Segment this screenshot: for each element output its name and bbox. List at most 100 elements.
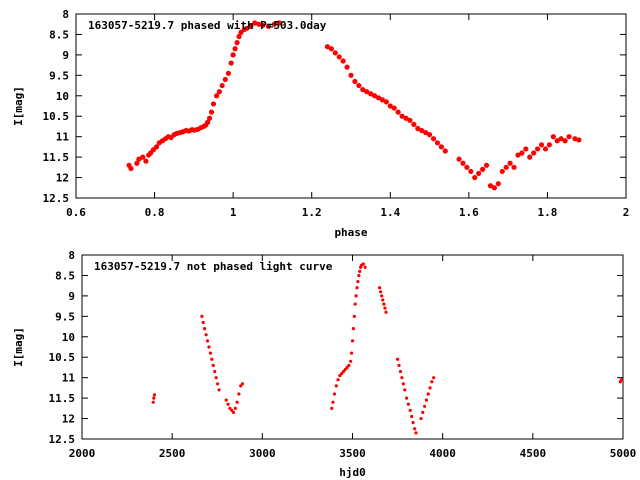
chart-0-y-tick-label: 9.5 xyxy=(49,69,69,82)
chart-0-data-point xyxy=(276,20,283,26)
chart-0-data-point xyxy=(491,185,497,191)
chart-0-data-point xyxy=(210,101,217,107)
chart-1-data-point xyxy=(430,380,434,384)
chart-0-data-point xyxy=(340,58,346,64)
chart-0-data-point xyxy=(256,21,262,27)
chart-1-data-point xyxy=(357,273,361,278)
chart-0-y-tick-label: 8.5 xyxy=(49,28,69,41)
chart-1-y-tick-label: 8 xyxy=(68,249,75,262)
chart-0-data-point xyxy=(576,137,582,143)
chart-1-data-point xyxy=(354,294,358,298)
chart-1-data-point xyxy=(350,339,355,343)
chart-1-data-point xyxy=(216,382,220,386)
chart-1-y-tick-label: 11.5 xyxy=(49,392,76,405)
chart-1-data-point xyxy=(398,369,403,374)
chart-0-data-point xyxy=(411,121,417,127)
chart-1-data-point xyxy=(233,406,237,410)
chart-1-data-point xyxy=(414,431,418,435)
chart-0-data-point xyxy=(153,144,160,150)
chart-0-data-point xyxy=(219,82,225,89)
chart-0-y-tick-label: 12.5 xyxy=(43,192,70,205)
chart-1-data-point xyxy=(355,286,359,290)
chart-1-y-axis-title: I[mag] xyxy=(12,327,25,367)
chart-0-data-point xyxy=(442,148,448,154)
chart-1-data-point xyxy=(381,298,385,302)
chart-0-x-axis-title: phase xyxy=(334,226,367,239)
chart-0-data-point xyxy=(415,125,421,132)
chart-0-data-point xyxy=(344,64,350,70)
chart-0-data-point xyxy=(364,89,370,95)
chart-1-data-point xyxy=(351,327,356,331)
chart-0-data-point xyxy=(499,168,505,175)
chart-1-data-point xyxy=(397,363,401,367)
chart-0-y-tick-label: 10.5 xyxy=(43,110,70,123)
chart-0-data-point xyxy=(391,105,397,111)
chart-0-x-tick-label: 0.6 xyxy=(66,206,86,219)
chart-0-data-point xyxy=(324,44,331,50)
chart-0-y-tick-label: 11.5 xyxy=(43,151,70,164)
chart-0-y-tick-label: 10 xyxy=(56,90,69,103)
chart-1-x-axis-title: hjd0 xyxy=(339,466,366,479)
chart-0-data-point xyxy=(375,95,382,101)
chart-1-data-point xyxy=(152,393,157,397)
chart-0-data-point xyxy=(228,60,234,66)
chart-0-data-point xyxy=(495,181,501,187)
chart-1-data-point xyxy=(207,345,211,349)
chart-1-data-point xyxy=(201,320,205,325)
chart-1-data-point xyxy=(424,398,429,402)
chart-0-data-point xyxy=(332,50,338,56)
chart-1-data-point xyxy=(405,396,409,400)
chart-1-data-point xyxy=(410,414,414,419)
chart-1-y-tick-label: 11 xyxy=(62,372,76,385)
chart-1-data-point xyxy=(353,302,357,306)
chart-0-data-point xyxy=(426,132,433,138)
chart-1-data-point xyxy=(421,410,425,415)
chart-0-data-point xyxy=(483,162,490,168)
chart-0-data-point xyxy=(336,54,342,60)
chart-1-data-point xyxy=(231,410,236,415)
chart-0-data-point xyxy=(379,97,386,103)
chart-0-data-point xyxy=(208,109,215,115)
chart-1-x-tick-label: 4500 xyxy=(520,447,547,460)
chart-1-y-tick-label: 10.5 xyxy=(49,351,76,364)
chart-0-data-point xyxy=(225,70,232,76)
chart-1-data-point xyxy=(203,327,207,331)
chart-1-data-point xyxy=(214,376,218,380)
chart-0-data-point xyxy=(140,154,146,160)
chart-0-data-point xyxy=(476,170,482,177)
chart-0-data-point xyxy=(430,136,437,142)
chart-1-data-point xyxy=(151,400,155,404)
chart-0-data-point xyxy=(222,76,228,83)
chart-0-data-point xyxy=(356,82,362,89)
chart-0-y-tick-label: 11 xyxy=(56,131,70,144)
chart-1-data-point xyxy=(334,384,338,388)
chart-1-y-tick-label: 12.5 xyxy=(49,433,76,446)
chart-1-data-point xyxy=(363,265,367,269)
phased-light-curve-panel: 0.6 0.8 1 1.2 1.4 1.6 1.8 2 8 8.5 9 9.5 10 10.5 11 11.5… xyxy=(12,8,629,239)
chart-0-data-point xyxy=(134,160,140,166)
chart-1-y-tick-label: 9.5 xyxy=(55,310,75,323)
chart-0-data-point xyxy=(143,158,149,164)
chart-0-data-point xyxy=(399,113,405,119)
chart-0-data-point xyxy=(572,136,578,142)
chart-1-x-tick-label: 3000 xyxy=(249,447,276,460)
chart-0-x-tick-label: 2 xyxy=(623,206,630,219)
chart-1-data-point xyxy=(400,376,404,380)
chart-1-data-point xyxy=(419,416,423,421)
chart-0-data-point xyxy=(271,21,277,27)
chart-0-title: 163057-5219.7 phased with P=503.0day xyxy=(88,19,327,32)
chart-1-data-point xyxy=(395,357,400,361)
chart-1-y-tick-label: 8.5 xyxy=(55,269,75,282)
chart-0-data-point xyxy=(535,146,541,152)
chart-0-data-point xyxy=(368,91,374,97)
chart-1-data-point xyxy=(358,269,362,273)
chart-0-data-point xyxy=(438,144,444,150)
chart-1-data-point xyxy=(330,406,334,410)
chart-0-y-tick-label: 8 xyxy=(62,8,69,21)
chart-0-data-point xyxy=(519,150,525,156)
chart-0-data-point xyxy=(407,117,413,123)
chart-0-data-point xyxy=(554,138,560,144)
chart-0-y-axis-title: I[mag] xyxy=(12,86,25,126)
